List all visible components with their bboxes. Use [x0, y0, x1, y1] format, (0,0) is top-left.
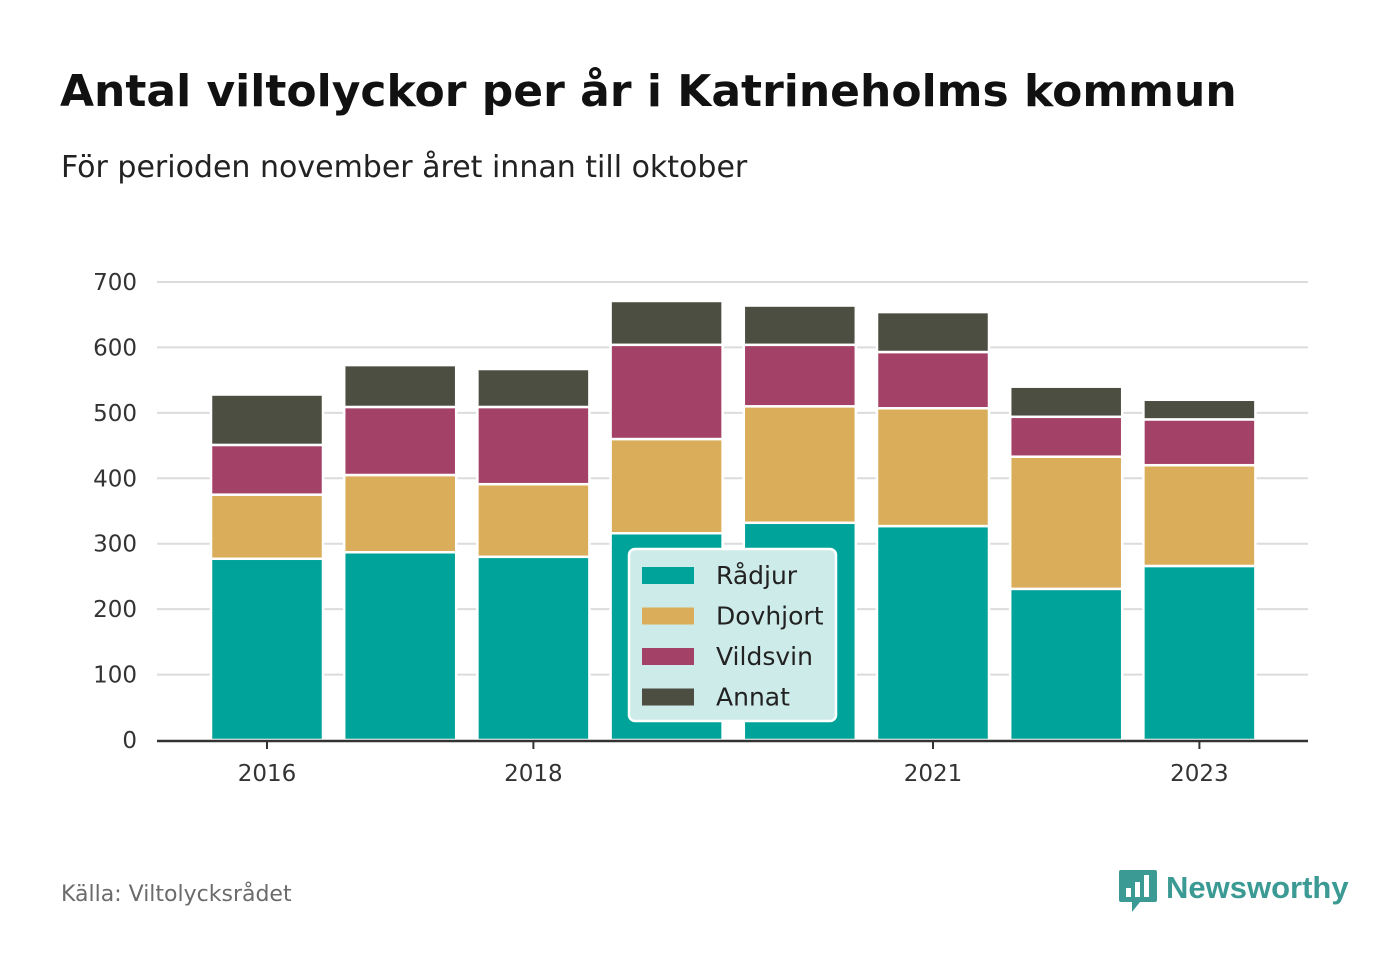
- bar-segment: [1008, 415, 1124, 458]
- bar-segment: [1008, 455, 1124, 591]
- bar-segment: [476, 482, 591, 559]
- legend-swatch: [642, 648, 694, 665]
- legend: Rådjur Dovhjort Vildsvin Annat: [627, 547, 838, 723]
- bar-segment: [476, 555, 591, 742]
- y-tick-label: 0: [122, 728, 137, 754]
- y-axis-ticks: 0 100 200 300 400 500 600 700: [93, 270, 137, 754]
- bar-segment: [209, 393, 325, 447]
- bar-segment: [476, 405, 591, 486]
- newsworthy-logo-icon: [1119, 870, 1157, 912]
- y-tick-label: 600: [93, 335, 137, 361]
- y-tick-label: 200: [93, 597, 137, 623]
- bar-segment: [875, 524, 991, 742]
- legend-box: [627, 547, 838, 723]
- bar-segment: [875, 350, 991, 410]
- legend-label: Dovhjort: [716, 602, 824, 631]
- bar-segment: [609, 299, 724, 347]
- bar-segment: [875, 407, 991, 528]
- bar-segment: [209, 557, 325, 742]
- source-note: Källa: Viltolycksrådet: [61, 882, 292, 907]
- y-tick-label: 300: [93, 532, 137, 558]
- bar-segment: [342, 473, 458, 554]
- bar-segment: [742, 343, 858, 408]
- bar-segment: [342, 550, 458, 742]
- chart-title: Antal viltolyckor per år i Katrineholms …: [60, 66, 1237, 117]
- legend-swatch: [642, 607, 694, 625]
- chart-subtitle: För perioden november året innan till ok…: [61, 150, 748, 185]
- brand-name: Newsworthy: [1166, 870, 1349, 905]
- bar-segment: [1142, 564, 1257, 742]
- bar-segment: [742, 304, 858, 347]
- x-tick-label: 2016: [238, 761, 297, 787]
- bar-segment: [742, 405, 858, 525]
- bar-segment: [609, 437, 724, 535]
- bar-segment: [342, 363, 458, 409]
- bar-segment: [342, 405, 458, 477]
- bar-segment: [1008, 385, 1124, 419]
- legend-swatch: [642, 567, 694, 584]
- bar-segment: [476, 367, 591, 409]
- y-tick-label: 700: [93, 270, 137, 296]
- bar-segment: [209, 493, 325, 561]
- x-axis: 2016 2018 2021 2023: [157, 739, 1308, 787]
- legend-label: Annat: [716, 683, 790, 712]
- bar-segment: [209, 443, 325, 496]
- bar-segment: [609, 343, 724, 441]
- bar-segment: [1142, 418, 1257, 467]
- x-tick-label: 2021: [904, 761, 963, 787]
- legend-swatch: [642, 688, 694, 706]
- legend-label: Rådjur: [716, 561, 798, 590]
- legend-label: Vildsvin: [716, 642, 813, 671]
- y-tick-label: 400: [93, 466, 137, 492]
- y-tick-label: 500: [93, 401, 137, 427]
- bar-segment: [1142, 398, 1257, 421]
- bar-segment: [875, 310, 991, 354]
- x-tick-label: 2018: [504, 761, 563, 787]
- bar-segment: [1142, 463, 1257, 568]
- bar-segment: [1008, 587, 1124, 742]
- y-tick-label: 100: [93, 663, 137, 689]
- x-tick-label: 2023: [1170, 761, 1229, 787]
